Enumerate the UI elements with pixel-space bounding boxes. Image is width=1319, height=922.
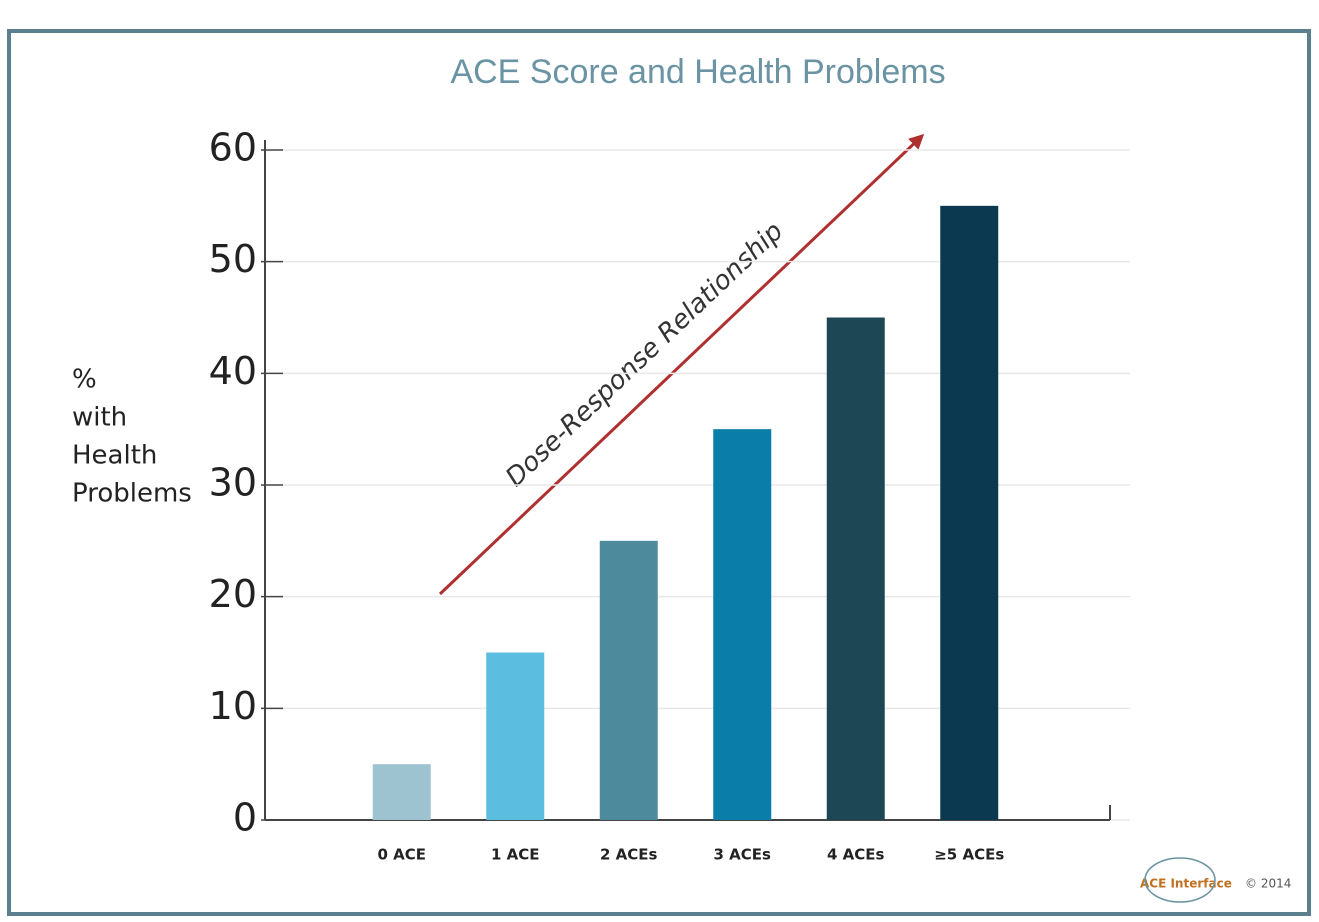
logo-ring xyxy=(1144,857,1216,903)
x-tick-label: 4 ACEs xyxy=(827,846,885,864)
y-axis-label-line: Problems xyxy=(72,479,192,509)
y-tick-label: 50 xyxy=(209,237,257,281)
y-tick-label: 30 xyxy=(209,461,257,505)
bar xyxy=(713,429,772,820)
y-axis-label: % with Health Problems xyxy=(72,365,192,509)
x-tick-label: 0 ACE xyxy=(377,846,426,864)
chart-title: ACE Score and Health Problems xyxy=(450,53,945,91)
x-tick-label: 2 ACEs xyxy=(600,846,658,864)
y-tick-label: 10 xyxy=(209,684,257,728)
y-axis-label-line: % xyxy=(72,365,97,395)
y-tick-label: 0 xyxy=(233,796,257,840)
bar xyxy=(486,652,545,820)
y-axis-label-line: with xyxy=(72,403,127,433)
arrow xyxy=(438,133,925,596)
bar xyxy=(599,540,658,820)
logo: ACE Interface xyxy=(1140,877,1232,891)
y-tick-label: 40 xyxy=(209,349,257,393)
bar xyxy=(372,764,431,820)
frame xyxy=(7,29,1311,916)
bar xyxy=(940,205,999,821)
x-tick-label: 1 ACE xyxy=(491,846,540,864)
y-tick-label: 60 xyxy=(209,126,257,170)
x-tick-label: 3 ACEs xyxy=(714,846,772,864)
y-axis-label-line: Health xyxy=(72,441,157,471)
x-tick-label: ≥5 ACEs xyxy=(934,846,1004,864)
bar xyxy=(826,317,885,820)
y-tick-label: 20 xyxy=(209,572,257,616)
copyright: © 2014 xyxy=(1245,877,1291,891)
